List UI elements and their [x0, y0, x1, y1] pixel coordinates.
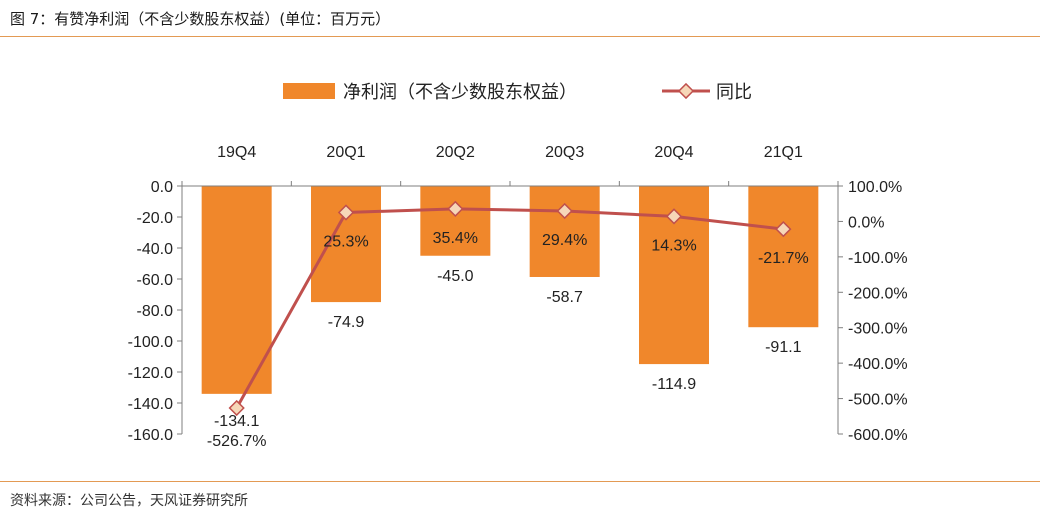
axes: 0.0 -20.0 -40.0 -60.0 -80.0 -100.0 -120.0 -140.…	[128, 179, 908, 444]
category-label: 20Q4	[654, 144, 693, 161]
right-tick-label: -200.0%	[848, 285, 908, 302]
yoy-point	[556, 202, 573, 220]
category-labels: 19Q4 20Q1 20Q2 20Q3 20Q4 21Q1	[217, 144, 803, 161]
legend-swatch-bar	[283, 83, 335, 99]
yoy-value-label: -526.7%	[207, 433, 267, 450]
yoy-point	[228, 399, 245, 417]
source-note: 资料来源：公司公告，天风证券研究所	[10, 493, 248, 509]
right-tick-label: -600.0%	[848, 427, 908, 444]
yoy-point	[665, 208, 683, 225]
bar	[529, 186, 600, 277]
left-tick-label: -80.0	[137, 303, 174, 320]
yoy-point	[337, 204, 355, 221]
yoy-value-label: 14.3%	[651, 237, 696, 254]
bottom-divider	[0, 481, 1040, 482]
yoy-value-label: -21.7%	[758, 250, 809, 267]
legend: 净利润（不含少数股东权益） 同比	[283, 82, 752, 103]
right-tick-label: -400.0%	[848, 356, 908, 373]
left-tick-label: -160.0	[128, 427, 173, 444]
yoy-point	[775, 220, 792, 238]
left-tick-label: -100.0	[128, 334, 173, 351]
yoy-value-label: 29.4%	[542, 232, 587, 249]
figure-title: 图 7：有赞净利润（不含少数股东权益）(单位：百万元）	[10, 10, 391, 28]
bar-value-label: -134.1	[214, 413, 259, 430]
category-label: 20Q1	[326, 144, 365, 161]
category-label: 20Q2	[436, 144, 475, 161]
yoy-series-line	[235, 207, 784, 409]
bar	[420, 186, 491, 256]
bar	[201, 186, 272, 394]
left-tick-label: 0.0	[151, 179, 173, 196]
yoy-value-label: 35.4%	[433, 230, 478, 247]
bar-value-label: -91.1	[765, 339, 802, 356]
data-labels: -134.1 -74.9 -45.0 -58.7 -114.9 -91.1 -526.7% 2…	[207, 230, 809, 450]
legend-label-line: 同比	[716, 82, 752, 103]
right-tick-label: 0.0%	[848, 214, 884, 231]
legend-marker	[677, 82, 695, 100]
bar	[748, 186, 819, 328]
bar-value-label: -45.0	[437, 268, 474, 285]
chart: 净利润（不含少数股东权益） 同比 19Q4 20Q1 20Q2 20Q3 20Q4 21Q1…	[128, 82, 908, 450]
yoy-value-label: 25.3%	[323, 233, 368, 250]
bar-value-label: -114.9	[652, 376, 696, 393]
left-tick-label: -120.0	[128, 365, 173, 382]
top-divider	[0, 36, 1040, 37]
bars	[201, 186, 819, 394]
bar-value-label: -74.9	[328, 314, 365, 331]
yoy-line	[228, 200, 792, 417]
category-label: 21Q1	[764, 144, 803, 161]
legend-label-bar: 净利润（不含少数股东权益）	[343, 82, 577, 103]
left-tick-label: -40.0	[137, 241, 174, 258]
left-tick-label: -20.0	[137, 210, 174, 227]
right-tick-label: -100.0%	[848, 250, 908, 267]
left-tick-label: -140.0	[128, 396, 173, 413]
right-tick-label: -500.0%	[848, 392, 908, 409]
bar-value-label: -58.7	[546, 289, 583, 306]
right-tick-label: 100.0%	[848, 179, 902, 196]
right-tick-label: -300.0%	[848, 321, 908, 338]
category-label: 20Q3	[545, 144, 584, 161]
category-label: 19Q4	[217, 144, 256, 161]
left-tick-label: -60.0	[137, 272, 174, 289]
yoy-point	[447, 200, 464, 218]
